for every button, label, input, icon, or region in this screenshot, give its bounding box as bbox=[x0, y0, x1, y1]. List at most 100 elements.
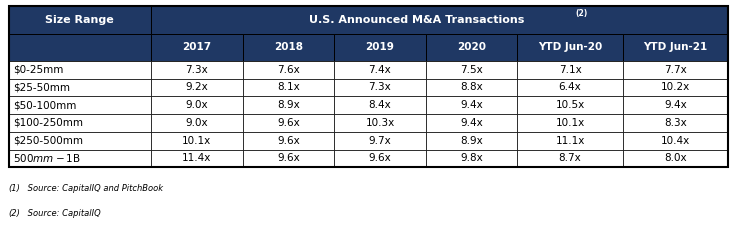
Bar bbox=[242, 78, 334, 96]
Bar bbox=[151, 6, 728, 34]
Text: 9.4x: 9.4x bbox=[460, 118, 483, 128]
Text: 8.7x: 8.7x bbox=[559, 154, 581, 163]
Text: YTD Jun-20: YTD Jun-20 bbox=[538, 42, 602, 52]
Bar bbox=[9, 150, 151, 167]
Text: 9.6x: 9.6x bbox=[277, 154, 300, 163]
Text: 9.6x: 9.6x bbox=[277, 118, 300, 128]
Text: 2020: 2020 bbox=[457, 42, 486, 52]
Text: 9.0x: 9.0x bbox=[186, 118, 208, 128]
Bar bbox=[334, 34, 426, 61]
Bar bbox=[426, 150, 517, 167]
Text: 8.1x: 8.1x bbox=[277, 82, 300, 92]
Bar bbox=[9, 96, 151, 114]
Bar bbox=[426, 61, 517, 78]
Bar bbox=[242, 150, 334, 167]
Text: 10.1x: 10.1x bbox=[556, 118, 584, 128]
Text: 7.3x: 7.3x bbox=[185, 65, 208, 75]
Text: $100-250mm: $100-250mm bbox=[13, 118, 83, 128]
Bar bbox=[426, 96, 517, 114]
Text: 11.4x: 11.4x bbox=[182, 154, 212, 163]
Bar bbox=[242, 61, 334, 78]
Bar bbox=[334, 114, 426, 132]
Text: 9.4x: 9.4x bbox=[460, 100, 483, 110]
Bar bbox=[426, 78, 517, 96]
Bar bbox=[151, 78, 242, 96]
Bar bbox=[623, 34, 728, 61]
Text: 6.4x: 6.4x bbox=[559, 82, 581, 92]
Text: 9.6x: 9.6x bbox=[277, 136, 300, 146]
Text: (2): (2) bbox=[575, 9, 587, 18]
Text: 9.6x: 9.6x bbox=[368, 154, 391, 163]
Text: 8.4x: 8.4x bbox=[368, 100, 391, 110]
Text: 8.9x: 8.9x bbox=[460, 136, 483, 146]
Bar bbox=[334, 96, 426, 114]
Text: 8.9x: 8.9x bbox=[277, 100, 300, 110]
Bar bbox=[517, 114, 623, 132]
Text: 9.4x: 9.4x bbox=[664, 100, 687, 110]
Text: 7.1x: 7.1x bbox=[559, 65, 581, 75]
Text: 9.2x: 9.2x bbox=[185, 82, 208, 92]
Text: Size Range: Size Range bbox=[46, 15, 114, 25]
Bar bbox=[517, 150, 623, 167]
Bar bbox=[151, 61, 242, 78]
Text: 8.3x: 8.3x bbox=[664, 118, 687, 128]
Text: 10.1x: 10.1x bbox=[182, 136, 212, 146]
Text: 7.4x: 7.4x bbox=[368, 65, 391, 75]
Bar bbox=[242, 34, 334, 61]
Text: 9.8x: 9.8x bbox=[460, 154, 483, 163]
Bar bbox=[9, 132, 151, 150]
Bar bbox=[426, 34, 517, 61]
Text: 10.2x: 10.2x bbox=[661, 82, 690, 92]
Text: $25-50mm: $25-50mm bbox=[13, 82, 70, 92]
Text: 8.0x: 8.0x bbox=[664, 154, 687, 163]
Bar bbox=[334, 78, 426, 96]
Bar bbox=[623, 78, 728, 96]
Text: 10.5x: 10.5x bbox=[556, 100, 584, 110]
Bar bbox=[151, 150, 242, 167]
Bar bbox=[9, 34, 151, 61]
Text: 7.7x: 7.7x bbox=[664, 65, 687, 75]
Bar bbox=[623, 61, 728, 78]
Bar bbox=[517, 132, 623, 150]
Text: 9.7x: 9.7x bbox=[368, 136, 391, 146]
Text: $500mm-$1B: $500mm-$1B bbox=[13, 152, 81, 165]
Text: 10.3x: 10.3x bbox=[366, 118, 394, 128]
Text: 7.5x: 7.5x bbox=[460, 65, 483, 75]
Text: $0-25mm: $0-25mm bbox=[13, 65, 63, 75]
Text: (2): (2) bbox=[9, 209, 21, 218]
Bar bbox=[623, 132, 728, 150]
Bar bbox=[426, 132, 517, 150]
Text: 11.1x: 11.1x bbox=[556, 136, 584, 146]
Bar bbox=[334, 61, 426, 78]
Bar bbox=[517, 78, 623, 96]
Bar bbox=[623, 150, 728, 167]
Text: 2017: 2017 bbox=[182, 42, 212, 52]
Bar bbox=[9, 78, 151, 96]
Bar bbox=[623, 114, 728, 132]
Bar bbox=[9, 6, 728, 167]
Text: 7.3x: 7.3x bbox=[368, 82, 391, 92]
Bar bbox=[242, 96, 334, 114]
Text: 10.4x: 10.4x bbox=[661, 136, 690, 146]
Text: 2018: 2018 bbox=[274, 42, 303, 52]
Bar bbox=[151, 34, 242, 61]
Bar bbox=[517, 34, 623, 61]
Bar bbox=[426, 114, 517, 132]
Text: YTD Jun-21: YTD Jun-21 bbox=[643, 42, 708, 52]
Text: 8.8x: 8.8x bbox=[460, 82, 483, 92]
Bar bbox=[334, 150, 426, 167]
Text: U.S. Announced M&A Transactions: U.S. Announced M&A Transactions bbox=[309, 15, 524, 25]
Bar bbox=[517, 96, 623, 114]
Bar bbox=[623, 96, 728, 114]
Bar bbox=[9, 6, 151, 34]
Text: 2019: 2019 bbox=[366, 42, 394, 52]
Bar bbox=[151, 132, 242, 150]
Bar bbox=[151, 114, 242, 132]
Bar bbox=[242, 132, 334, 150]
Text: Source: CapitalIQ and PitchBook: Source: CapitalIQ and PitchBook bbox=[25, 184, 163, 193]
Bar bbox=[334, 132, 426, 150]
Bar bbox=[517, 61, 623, 78]
Text: Source: CapitalIQ: Source: CapitalIQ bbox=[25, 209, 101, 218]
Text: $250-500mm: $250-500mm bbox=[13, 136, 83, 146]
Bar bbox=[9, 61, 151, 78]
